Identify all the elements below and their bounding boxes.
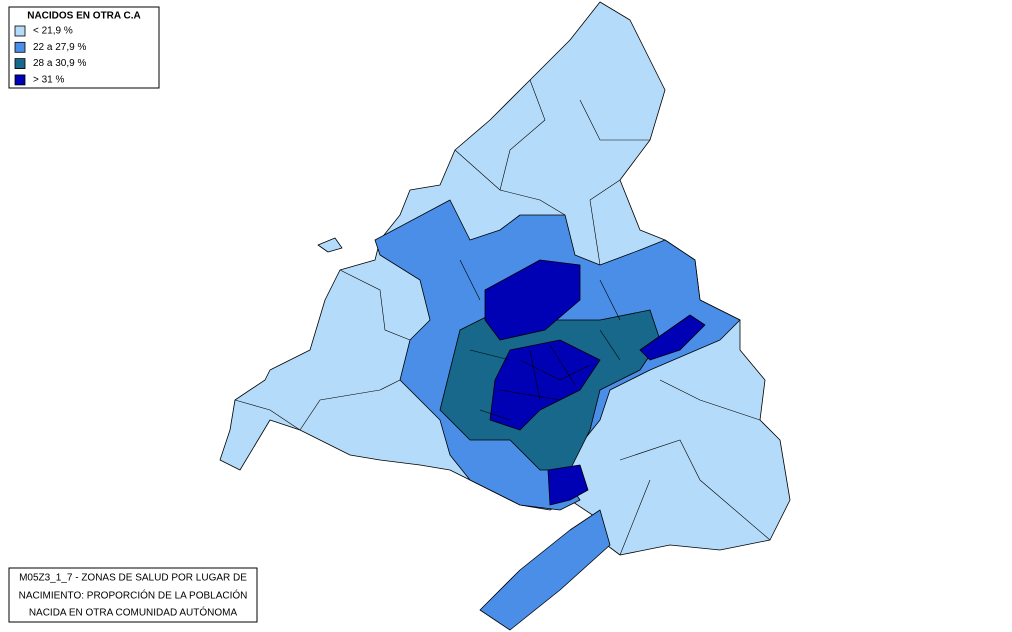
region-border [234, 79, 771, 556]
legend-swatch [14, 41, 26, 53]
legend-swatch [14, 58, 26, 69]
legend-label: > 31 % [33, 75, 65, 86]
caption: M05Z3_1_7 - ZONAS DE SALUD POR LUGAR DE … [8, 567, 258, 623]
region [484, 259, 581, 341]
caption-line: NACIMIENTO: PROPORCIÓN DE LA POBLACIÓN [19, 589, 248, 602]
region [639, 314, 706, 361]
caption-line: NACIDA EN OTRA COMUNIDAD AUTÓNOMA [29, 606, 238, 619]
region [479, 509, 611, 631]
legend-title: NACIDOS EN OTRA C.A [27, 11, 141, 22]
legend-label: < 21,9 % [33, 26, 73, 37]
legend: NACIDOS EN OTRA C.A < 21,9 % 22 a 27,9 % 2… [8, 6, 160, 89]
region [547, 464, 589, 506]
caption-box [8, 567, 258, 623]
region-border [459, 259, 621, 421]
legend-label: 28 a 30,9 % [33, 58, 86, 69]
region [489, 339, 601, 431]
legend-swatch [14, 74, 26, 86]
legend-items: < 21,9 % 22 a 27,9 % 28 a 30,9 % > 31 % [14, 25, 86, 86]
legend-box [8, 6, 160, 89]
legend-swatch [14, 25, 26, 37]
caption-line: M05Z3_1_7 - ZONAS DE SALUD POR LUGAR DE [19, 573, 247, 584]
map [219, 1, 791, 631]
region [317, 237, 343, 253]
legend-label: 22 a 27,9 % [33, 42, 86, 53]
